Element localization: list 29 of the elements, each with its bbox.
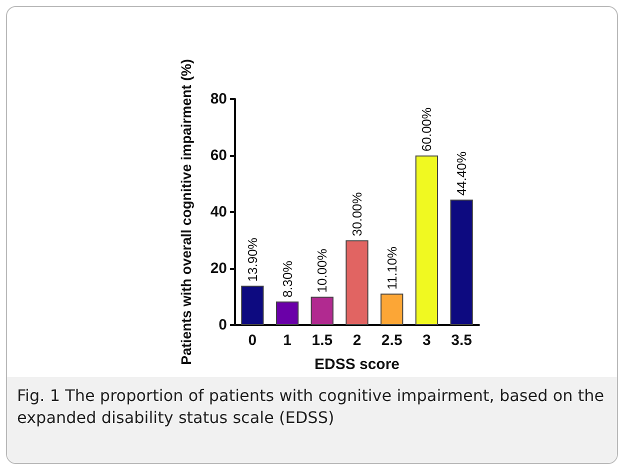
bar <box>450 200 473 325</box>
data-label: 60.00% <box>419 106 434 152</box>
x-tick-label: 3 <box>422 332 431 349</box>
x-tick-label: 1.5 <box>312 332 333 349</box>
x-tick-label: 2.5 <box>381 332 402 349</box>
y-tick-label: 20 <box>210 260 227 277</box>
x-tick-label: 2 <box>352 332 362 349</box>
bar <box>310 296 334 325</box>
y-tick-label: 80 <box>210 90 227 108</box>
y-tick-label: 0 <box>218 316 227 334</box>
data-label: 8.30% <box>280 260 295 298</box>
data-label: 44.40% <box>454 151 470 196</box>
x-tick-label: 3.5 <box>451 332 472 349</box>
data-label: 30.00% <box>350 192 364 236</box>
bar <box>415 156 438 325</box>
x-tick-label: 1 <box>283 332 292 349</box>
data-label: 10.00% <box>314 248 330 293</box>
x-tick-label: 0 <box>248 332 257 349</box>
y-tick-label: 60 <box>210 147 227 164</box>
caption: Fig. 1 The proportion of patients with cognitive impairment, based on the expanded disability status scale (EDSS) <box>17 385 606 429</box>
bar <box>380 294 404 325</box>
bar <box>346 240 368 325</box>
bar <box>276 302 299 325</box>
x-axis-title: EDSS score <box>314 356 400 373</box>
data-label: 11.10% <box>384 246 400 290</box>
bar <box>241 286 264 325</box>
y-tick-label: 40 <box>210 204 227 220</box>
data-label: 13.90% <box>244 237 260 282</box>
y-axis-title: Patients with overall cognitive impairment (%) <box>178 59 194 365</box>
